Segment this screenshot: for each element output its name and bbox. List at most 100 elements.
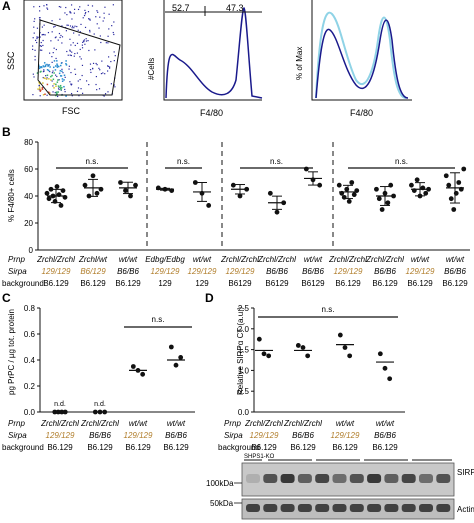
flow-dot: [76, 52, 79, 54]
flow-dot: [32, 73, 34, 75]
flow-dot: [77, 29, 79, 31]
flow-dot-dense: [63, 79, 65, 81]
row-label-background-c: background: [2, 443, 44, 452]
flow-dot: [82, 41, 84, 43]
flow-dot: [88, 49, 90, 52]
flow-dot: [76, 25, 78, 28]
flow-dot-dense: [57, 79, 59, 81]
group-sirpa-label: B6/B6: [374, 267, 396, 276]
group-prnp-label: wt/wt: [336, 419, 355, 428]
flow-dot-dense: [46, 63, 48, 66]
flow-dot: [51, 61, 53, 63]
flow-dot: [102, 72, 104, 74]
data-point: [192, 180, 198, 185]
flow-histogram-1: 52.7 47.3 #Cells F4/80: [147, 0, 263, 118]
data-point: [336, 182, 342, 188]
flow-dot: [45, 75, 47, 77]
flow-dot: [70, 83, 72, 85]
y-tick-label: 0.8: [24, 304, 36, 313]
flow-dot: [89, 63, 92, 65]
flow-dot: [43, 33, 45, 36]
group-background-label: B6.129: [251, 443, 277, 452]
flow-dot: [74, 44, 76, 47]
group-background-label: 129: [158, 279, 172, 288]
flow-dot: [103, 12, 105, 14]
data-point: [382, 365, 388, 371]
group-sirpa-label: B6/129: [80, 267, 106, 276]
flow-dot-dense: [48, 64, 51, 66]
data-point: [173, 362, 179, 368]
flow-dot-dense: [59, 75, 62, 77]
flow-dot: [89, 69, 92, 71]
flow-dot: [107, 65, 109, 67]
flow-dot-dense: [50, 75, 52, 78]
group-prnp-label: Zrchl/Zrchl: [40, 419, 79, 428]
group-sirpa-label: B6/B6: [266, 267, 288, 276]
flow-dot: [80, 58, 82, 60]
flow-dot: [74, 68, 76, 70]
panel-label-a: A: [2, 0, 11, 13]
flow-dot: [69, 81, 71, 83]
y-tick-label: 0.6: [24, 330, 36, 339]
data-point: [46, 196, 52, 202]
data-point: [130, 364, 136, 369]
data-point: [347, 353, 353, 359]
flow-dot: [111, 25, 113, 27]
y-tick-label: 1.0: [238, 366, 250, 375]
blot-bottom-strip: [241, 498, 455, 520]
blot-bottom-bands: [246, 504, 451, 512]
blot-marker-100: 100kDa: [206, 479, 234, 488]
group-background-label: B6129: [228, 279, 252, 288]
group-background-label: B6.129: [125, 443, 151, 452]
data-point: [387, 376, 393, 382]
flow-dot: [66, 14, 68, 16]
data-point: [451, 207, 457, 212]
group-sirpa-label: 129/129: [250, 431, 279, 440]
blot-top-strip: [241, 462, 455, 497]
flow-dot: [87, 11, 90, 13]
flow-dot-dense: [49, 66, 51, 68]
flow-dot: [70, 12, 72, 14]
group-sirpa-label: 129/129: [124, 431, 153, 440]
data-point: [261, 351, 267, 357]
flow-dot: [34, 55, 36, 58]
group-sirpa-label: 129/129: [331, 431, 360, 440]
flow-dot-dense: [53, 72, 55, 74]
flow-dot-dense: [41, 66, 43, 69]
blot-band-actin: [436, 504, 451, 512]
flow-dot: [64, 88, 66, 91]
data-point: [385, 200, 391, 206]
flow-dot: [85, 11, 87, 14]
flow-dot-dense: [58, 72, 61, 75]
flow-dot-dense: [52, 66, 55, 69]
flow-dot: [57, 95, 59, 98]
flow-dot: [34, 18, 36, 20]
flow-dot: [110, 60, 112, 63]
flow-dot: [33, 6, 35, 8]
data-point: [256, 336, 262, 342]
flow-dot: [46, 8, 49, 10]
flow-dot: [71, 83, 73, 85]
flow-dot-dense: [40, 70, 42, 73]
group-prnp-label: Zrchl/Zrchl: [80, 419, 119, 428]
hist3-ylabel: % of Max: [295, 47, 304, 80]
flow-dot: [52, 52, 54, 54]
flow-dot: [114, 86, 116, 88]
data-point: [123, 188, 128, 194]
flow-dot: [52, 70, 54, 72]
y-tick-label: 0.5: [238, 387, 250, 396]
flow-dot-dense: [45, 78, 48, 80]
group-background-label: B6.129: [442, 279, 468, 288]
blot-band: [280, 474, 295, 483]
flow-dot: [107, 65, 109, 68]
flow-dot: [32, 45, 34, 47]
group-prnp-label: Zrchl/Zrchl: [328, 255, 367, 264]
significance-label: n.s.: [395, 157, 408, 166]
flow-dot: [51, 72, 53, 74]
blot-band: [367, 474, 382, 483]
flow-dot: [70, 4, 73, 6]
flow-dot: [32, 94, 34, 96]
nd-label: n.d.: [54, 401, 66, 408]
flow-dot: [33, 76, 35, 78]
